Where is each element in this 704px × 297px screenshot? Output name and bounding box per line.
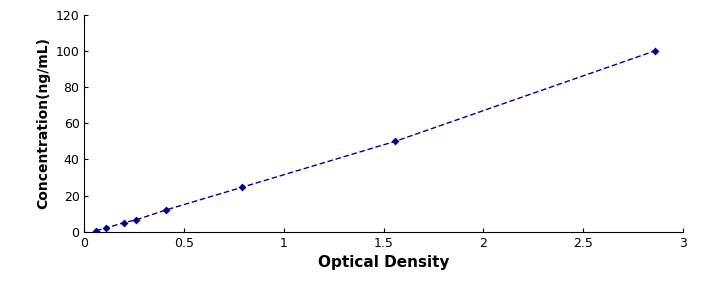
Point [90,228,101,233]
Point [389,139,401,144]
Point [161,208,172,212]
Point [236,185,247,190]
Point [649,49,660,53]
Point [118,220,130,225]
X-axis label: Optical Density: Optical Density [318,255,449,270]
Y-axis label: Concentration(ng/mL): Concentration(ng/mL) [36,37,50,209]
Point [101,226,112,230]
Point [130,217,142,222]
